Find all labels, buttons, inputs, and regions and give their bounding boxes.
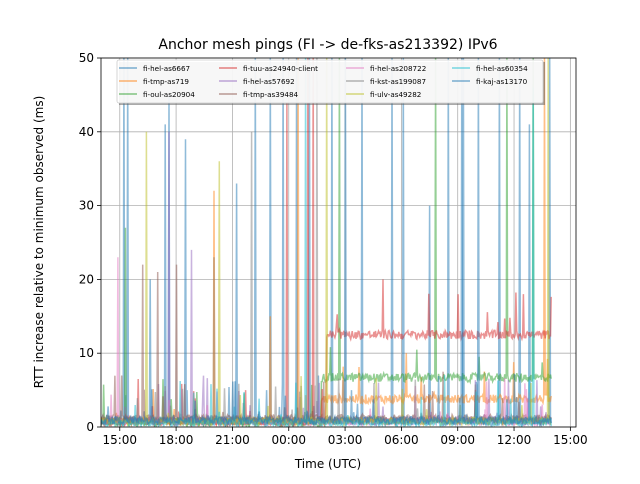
legend-label: fi-tmp-as39484: [243, 90, 299, 99]
y-tick-label: 40: [79, 125, 94, 139]
legend-label: fi-hel-as57692: [243, 77, 295, 86]
legend-label: fi-hel-as208722: [370, 64, 426, 73]
y-axis-ticks: 0 10 20 30 40 50: [79, 51, 101, 434]
legend-entry: fi-kaj-as13170: [452, 77, 528, 86]
x-tick-label: 06:00: [384, 433, 419, 447]
series-line-fi-kaj-as13170: [101, 58, 552, 427]
x-tick-label: 15:00: [553, 433, 588, 447]
x-tick-label: 18:00: [159, 433, 194, 447]
legend-label: fi-hel-as60354: [476, 64, 528, 73]
y-tick-label: 0: [86, 420, 94, 434]
x-tick-label: 03:00: [328, 433, 363, 447]
legend-entry: fi-tuu-as24940-client: [219, 64, 318, 73]
legend-entry: fi-tmp-as719: [119, 77, 189, 86]
legend-label: fi-ulv-as49282: [370, 90, 421, 99]
x-tick-label: 00:00: [271, 433, 306, 447]
legend-entry: fi-hel-as208722: [346, 64, 426, 73]
series-lines: [101, 58, 552, 427]
legend-entry: fi-oul-as20904: [119, 90, 195, 99]
legend-entry: fi-ulv-as49282: [346, 90, 421, 99]
legend-label: fi-kst-as199087: [370, 77, 426, 86]
x-tick-label: 21:00: [215, 433, 250, 447]
y-tick-label: 30: [79, 199, 94, 213]
legend-box: [116, 59, 544, 104]
legend: fi-hel-as6667 fi-tmp-as719 fi-oul-as20904 f…: [116, 59, 545, 105]
y-tick-label: 10: [79, 346, 94, 360]
series-line-fi-hel-as60354: [101, 58, 552, 427]
axes-frame: [100, 57, 577, 428]
x-tick-label: 12:00: [497, 433, 532, 447]
legend-entry: fi-kst-as199087: [346, 77, 426, 86]
legend-entry: fi-hel-as57692: [219, 77, 295, 86]
legend-label: fi-tuu-as24940-client: [243, 64, 318, 73]
legend-label: fi-tmp-as719: [143, 77, 189, 86]
chart-title: Anchor mesh pings (FI -> de-fks-as213392…: [158, 37, 497, 53]
x-axis-ticks: 15:00 18:00 21:00 00:00 03:00 06:00 09:00 12:00…: [102, 427, 588, 447]
legend-label: fi-kaj-as13170: [476, 77, 528, 86]
legend-entry: fi-hel-as6667: [119, 64, 190, 73]
x-tick-label: 15:00: [102, 433, 137, 447]
legend-entry: fi-tmp-as39484: [219, 90, 299, 99]
legend-label: fi-oul-as20904: [143, 90, 195, 99]
x-tick-label: 09:00: [440, 433, 475, 447]
y-axis-label: RTT increase relative to minimum observe…: [32, 96, 46, 389]
legend-entry: fi-hel-as60354: [452, 64, 528, 73]
legend-label: fi-hel-as6667: [143, 64, 190, 73]
y-tick-label: 50: [79, 51, 94, 65]
y-tick-label: 20: [79, 272, 94, 286]
x-axis-label: Time (UTC): [294, 457, 361, 471]
